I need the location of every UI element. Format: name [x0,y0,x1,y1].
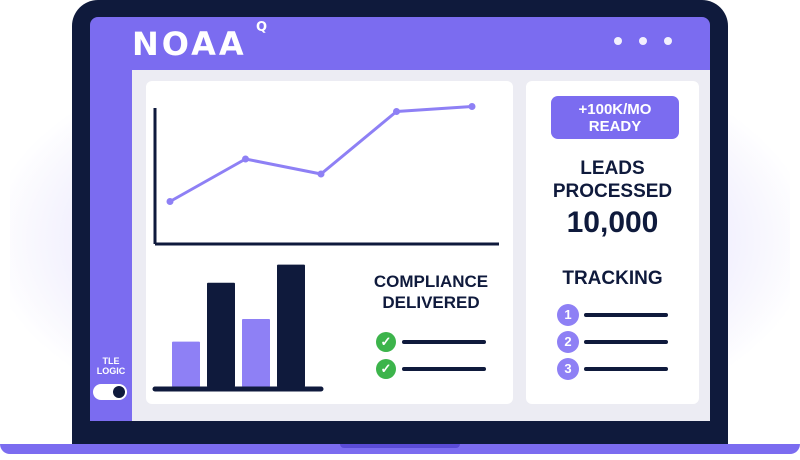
data-point [468,103,476,110]
toggle-knob [113,386,125,398]
leads-label-line1: LEADS [580,158,645,179]
bar [277,264,305,387]
dot-icon [664,37,672,45]
checklist-line [402,340,486,344]
leads-count: 10,000 [566,206,659,239]
bar [242,319,270,387]
tracking-line [584,340,668,344]
tracking-title: TRACKING [562,268,663,289]
logic-toggle[interactable] [93,384,127,400]
tracking-line [584,367,668,371]
window-menu-dots[interactable] [614,37,672,45]
dot-icon [614,37,622,45]
compliance-title: COMPLIANCE DELIVERED [356,271,506,313]
tracking-step-badge: 3 [557,358,579,380]
leads-label: LEADS PROCESSED [526,157,699,203]
bar [172,341,200,387]
tracking-step-badge: 2 [557,331,579,353]
data-point [242,155,249,163]
laptop-base-notch [340,444,460,448]
data-point [166,198,174,205]
dot-icon [639,37,647,45]
series-line [169,105,473,203]
app-logo-superscript: Q [256,20,268,35]
toggle-label: TLE LOGIC [96,356,126,376]
capacity-badge: +100K/MO READY [551,96,679,139]
check-icon: ✓ [376,332,396,352]
tracking-line [584,313,668,317]
badge-line1: +100K/MO [578,100,652,118]
bar [207,282,235,387]
laptop-base [0,444,800,454]
compliance-title-line1: COMPLIANCE [373,272,489,291]
tracking-step-badge: 1 [557,304,579,326]
line-chart [153,103,499,246]
compliance-title-line2: DELIVERED [382,293,480,312]
app-logo: NOAA [132,25,247,63]
leads-label-line2: PROCESSED [552,181,673,202]
data-point [317,170,325,178]
checklist-line [402,367,486,371]
bar-chart [152,264,324,392]
data-point [393,108,400,115]
check-icon: ✓ [376,359,396,379]
badge-line2: READY [588,117,642,135]
